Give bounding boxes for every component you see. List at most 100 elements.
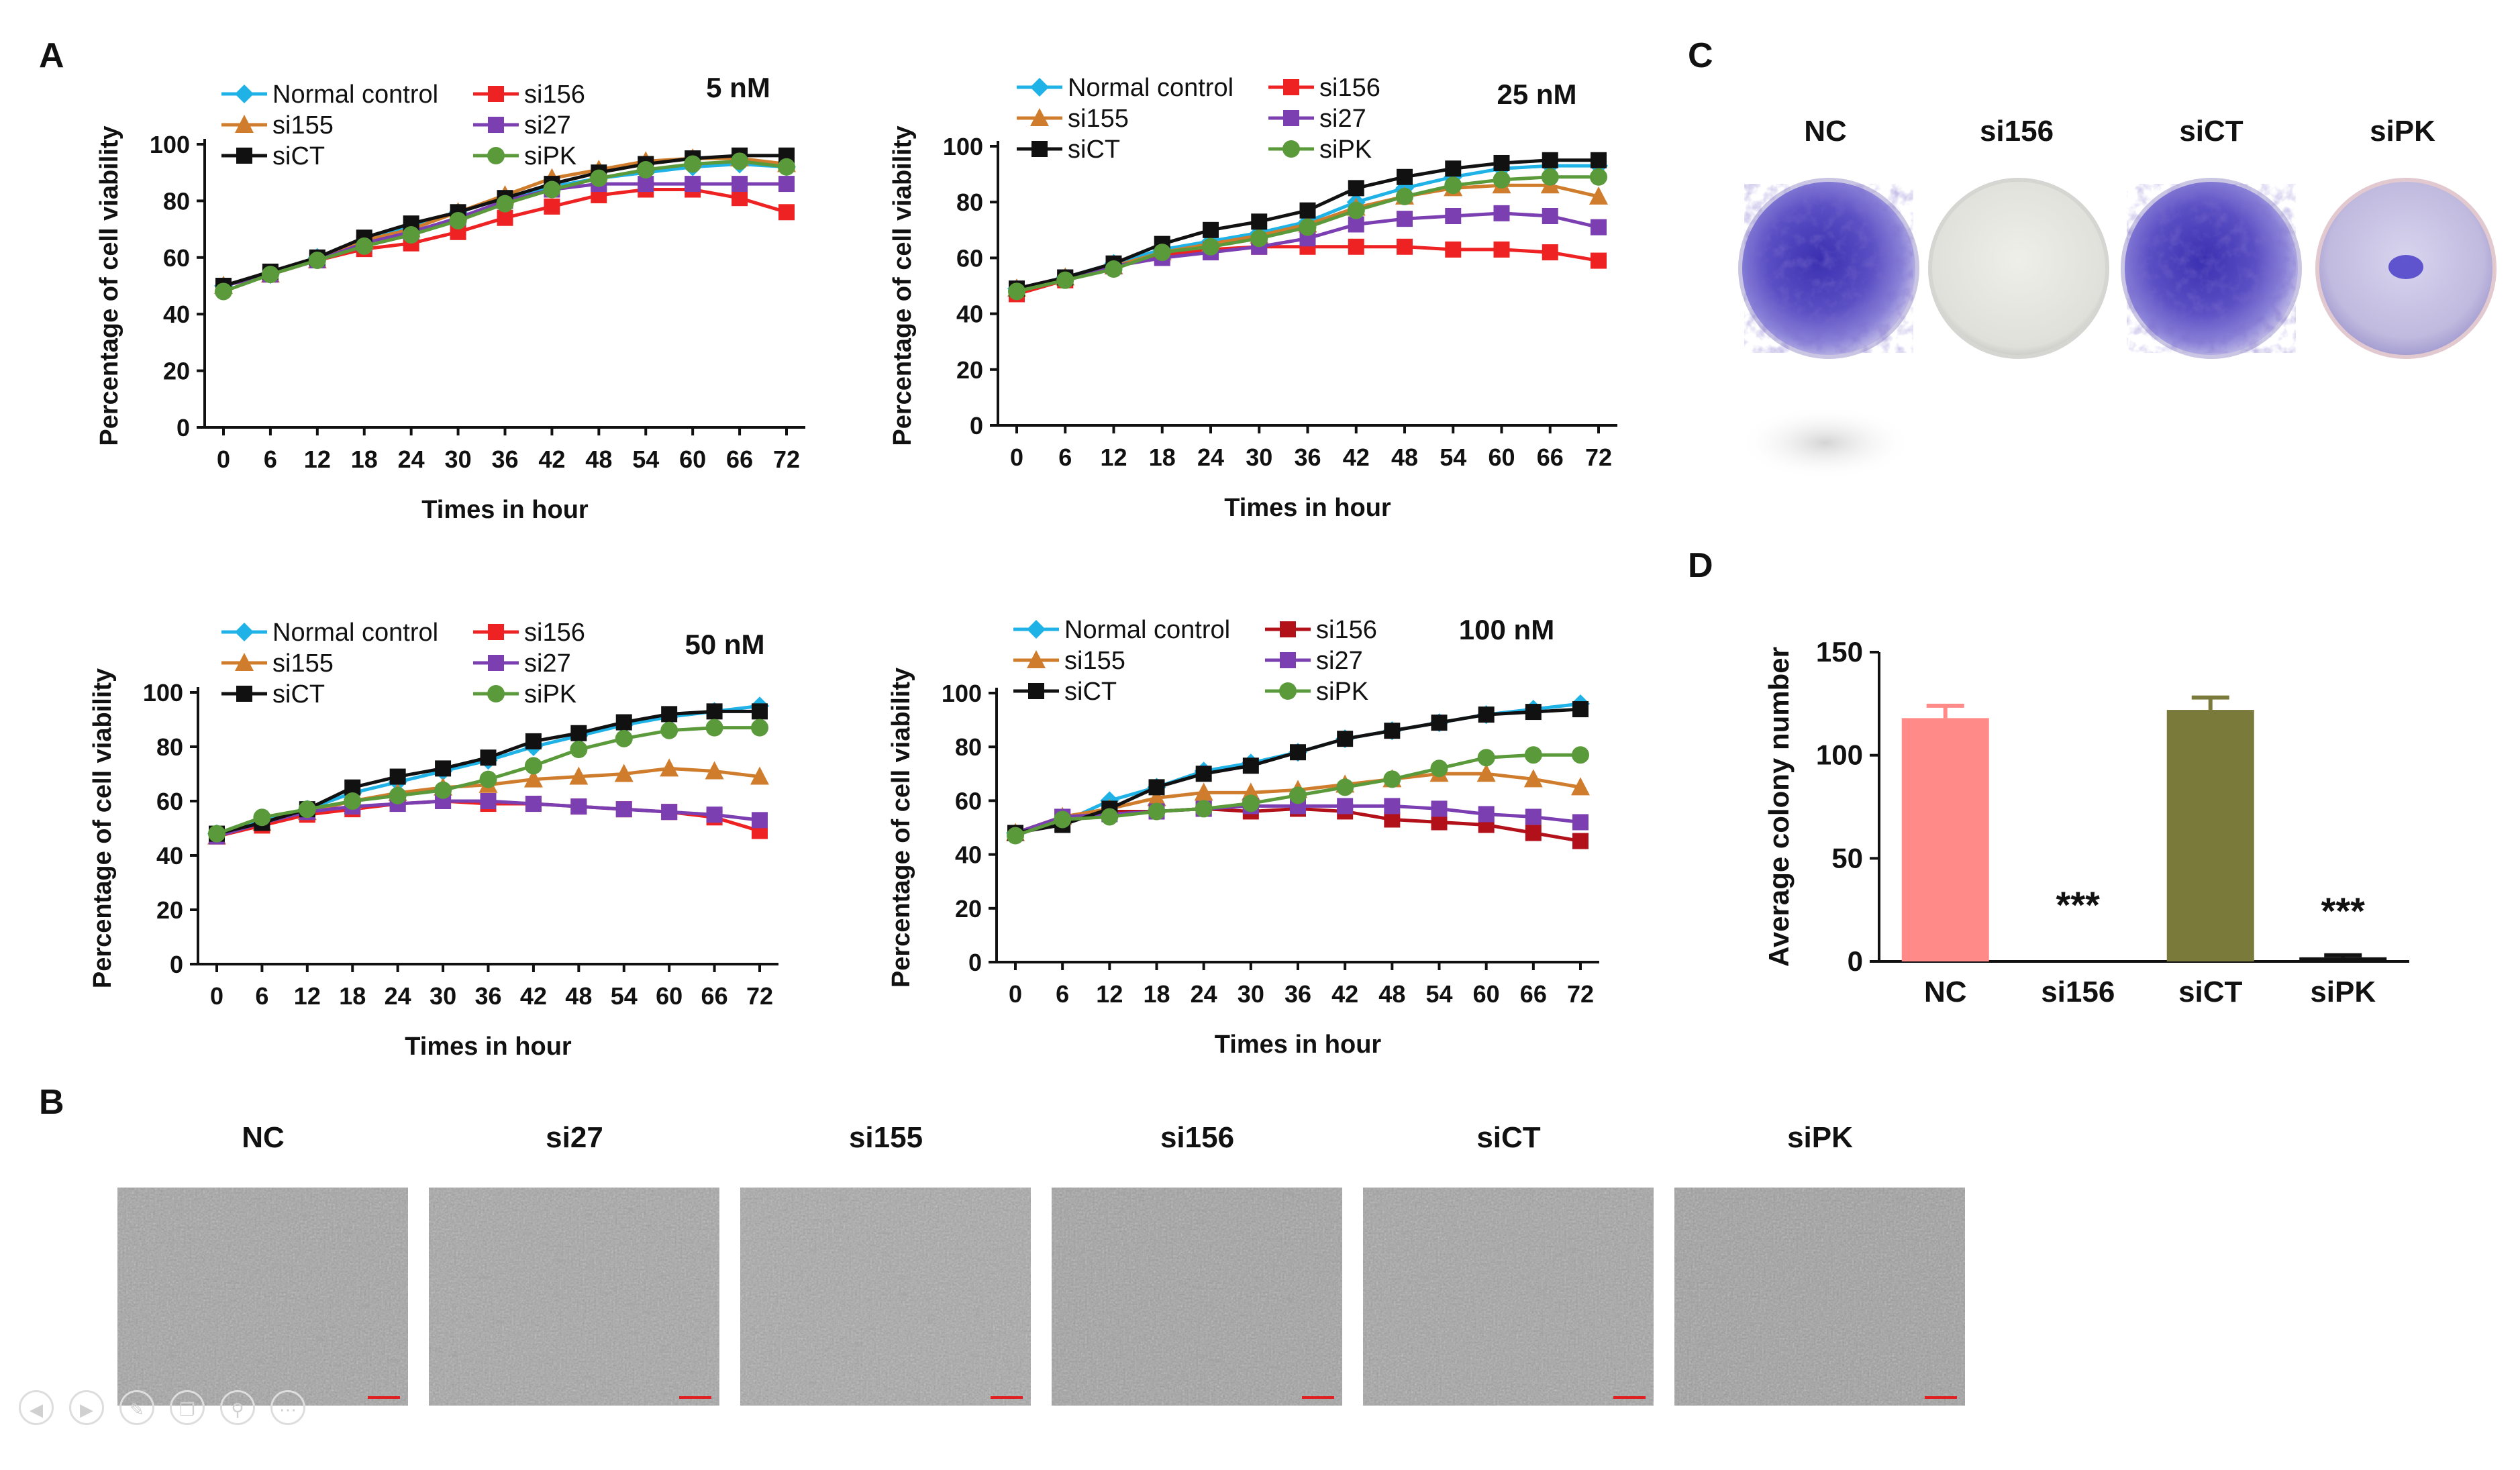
- legend-entry-normal-control: Normal control: [1013, 616, 1230, 644]
- x-tick-label: 72: [1585, 443, 1612, 471]
- y-tick-label: 60: [955, 787, 982, 815]
- x-axis-title: Times in hour: [1224, 494, 1391, 522]
- rotate-left-icon[interactable]: ◀: [19, 1390, 54, 1425]
- x-tick-label: 12: [304, 445, 331, 473]
- data-point-sict: [1591, 152, 1607, 168]
- data-point-si156: [778, 204, 795, 221]
- legend-label: Normal control: [272, 619, 438, 647]
- x-tick-label: 72: [1567, 980, 1594, 1008]
- draw-icon[interactable]: ✎: [119, 1390, 154, 1425]
- data-point-sipk: [637, 160, 655, 178]
- data-point-sipk: [705, 719, 723, 737]
- legend-entry-sict: siCT: [1017, 136, 1120, 164]
- legend-entry-normal-control: Normal control: [221, 81, 438, 109]
- plate-nc: [1738, 178, 1919, 359]
- bar-sict: siCT: [2166, 695, 2254, 1008]
- legend-label: siCT: [1064, 678, 1117, 706]
- legend-marker: [1280, 652, 1296, 668]
- data-point-si155: [1194, 782, 1213, 801]
- legend-label: si155: [1064, 647, 1125, 675]
- panel-label-d: D: [1688, 546, 1713, 585]
- more-icon[interactable]: ⋯: [270, 1390, 305, 1425]
- bar-chart-colony-number: 0 50 100 150 Average colony number NC si156 ***…: [1763, 636, 2409, 1008]
- micrograph-si27: [429, 1188, 719, 1406]
- x-tick-label: 18: [1143, 980, 1170, 1008]
- series-sict: [1007, 701, 1589, 841]
- data-point-sipk: [660, 721, 678, 739]
- data-point-sict: [615, 714, 632, 731]
- legend-marker: [488, 86, 504, 102]
- copy-icon[interactable]: ❐: [170, 1390, 205, 1425]
- legend-marker: [487, 147, 505, 164]
- legend-entry-si155: si155: [221, 111, 334, 140]
- data-point-si27: [638, 176, 654, 193]
- y-tick-label: 40: [955, 841, 982, 869]
- legend-entry-sipk: siPK: [473, 142, 576, 170]
- y-tick-label: 20: [156, 896, 183, 924]
- legend-entry-si156: si156: [473, 81, 585, 109]
- y-tick-label: 60: [163, 244, 190, 272]
- line-chart-5nm: 0 20 40 60 80 100 0 6 12 18 24 30 36 42 48 54 60 66 72 Time…: [95, 72, 805, 524]
- legend-label: si27: [524, 649, 571, 678]
- data-point-sipk: [1524, 746, 1542, 764]
- rotate-right-icon[interactable]: ▶: [69, 1390, 104, 1425]
- x-tick-label: siCT: [2178, 976, 2242, 1008]
- legend-label: siCT: [1068, 136, 1120, 164]
- data-point-sict: [1542, 152, 1558, 168]
- series-si27: [1007, 798, 1589, 841]
- data-point-sipk: [1590, 168, 1607, 186]
- significance-stars: ***: [2321, 890, 2366, 932]
- data-point-sict: [1478, 706, 1495, 723]
- data-point-si27: [1431, 800, 1448, 817]
- x-tick-label: 12: [1100, 443, 1127, 471]
- series-normal-control: [1006, 694, 1590, 843]
- data-point-si27: [1591, 219, 1607, 235]
- data-point-sict: [1431, 715, 1448, 731]
- x-tick-label: 72: [746, 982, 773, 1010]
- y-tick-label: 0: [177, 414, 190, 441]
- data-point-sipk: [751, 719, 768, 737]
- data-point-si27: [1493, 205, 1510, 221]
- plate-sict: [2121, 178, 2302, 359]
- zoom-icon[interactable]: ⚲: [220, 1390, 255, 1425]
- legend-marker: [487, 685, 505, 702]
- x-tick-label: 12: [1096, 980, 1123, 1008]
- legend-entry-si156: si156: [1268, 74, 1380, 102]
- legend-label: si155: [1068, 105, 1129, 133]
- y-axis-title: Average colony number: [1763, 647, 1795, 967]
- data-point-sipk: [402, 226, 420, 244]
- legend-entry-normal-control: Normal control: [221, 619, 438, 647]
- panel-label-c: C: [1688, 36, 1713, 75]
- data-point-sipk: [1054, 810, 1072, 829]
- data-point-si155: [523, 769, 543, 788]
- x-axis-title: Times in hour: [1215, 1031, 1382, 1059]
- data-point-si27: [1572, 814, 1589, 831]
- bar-nc: NC: [1901, 703, 1989, 1008]
- legend-entry-si27: si27: [1268, 105, 1366, 133]
- legend-marker: [488, 655, 504, 671]
- x-tick-label: 12: [294, 982, 321, 1010]
- data-point-sict: [525, 733, 542, 749]
- data-point-sict: [1299, 202, 1316, 219]
- data-point-si156: [732, 190, 748, 207]
- data-point-sipk: [449, 211, 467, 229]
- micrograph-label-nc: NC: [242, 1121, 285, 1154]
- x-tick-label: 18: [1149, 443, 1176, 471]
- data-point-sict: [1525, 704, 1542, 721]
- y-tick-label: 100: [1816, 739, 1863, 771]
- legend-marker: [488, 117, 504, 133]
- legend-label: si156: [1319, 74, 1380, 102]
- legend-marker: [1280, 621, 1296, 637]
- x-tick-label: 66: [1520, 980, 1547, 1008]
- data-point-si27: [752, 812, 768, 829]
- y-tick-label: 80: [163, 187, 190, 215]
- data-point-sipk: [590, 169, 608, 187]
- data-point-si155: [1523, 769, 1543, 788]
- x-tick-label: 66: [726, 445, 753, 473]
- plate-si156: [1928, 178, 2109, 359]
- line-chart-25nm: 0 20 40 60 80 100 0 6 12 18 24 30 36 42 48 54 60 66 72 Time…: [889, 74, 1617, 522]
- legend-label: siPK: [1316, 678, 1368, 706]
- x-tick-label: 24: [1191, 980, 1217, 1008]
- x-tick-label: 6: [255, 982, 268, 1010]
